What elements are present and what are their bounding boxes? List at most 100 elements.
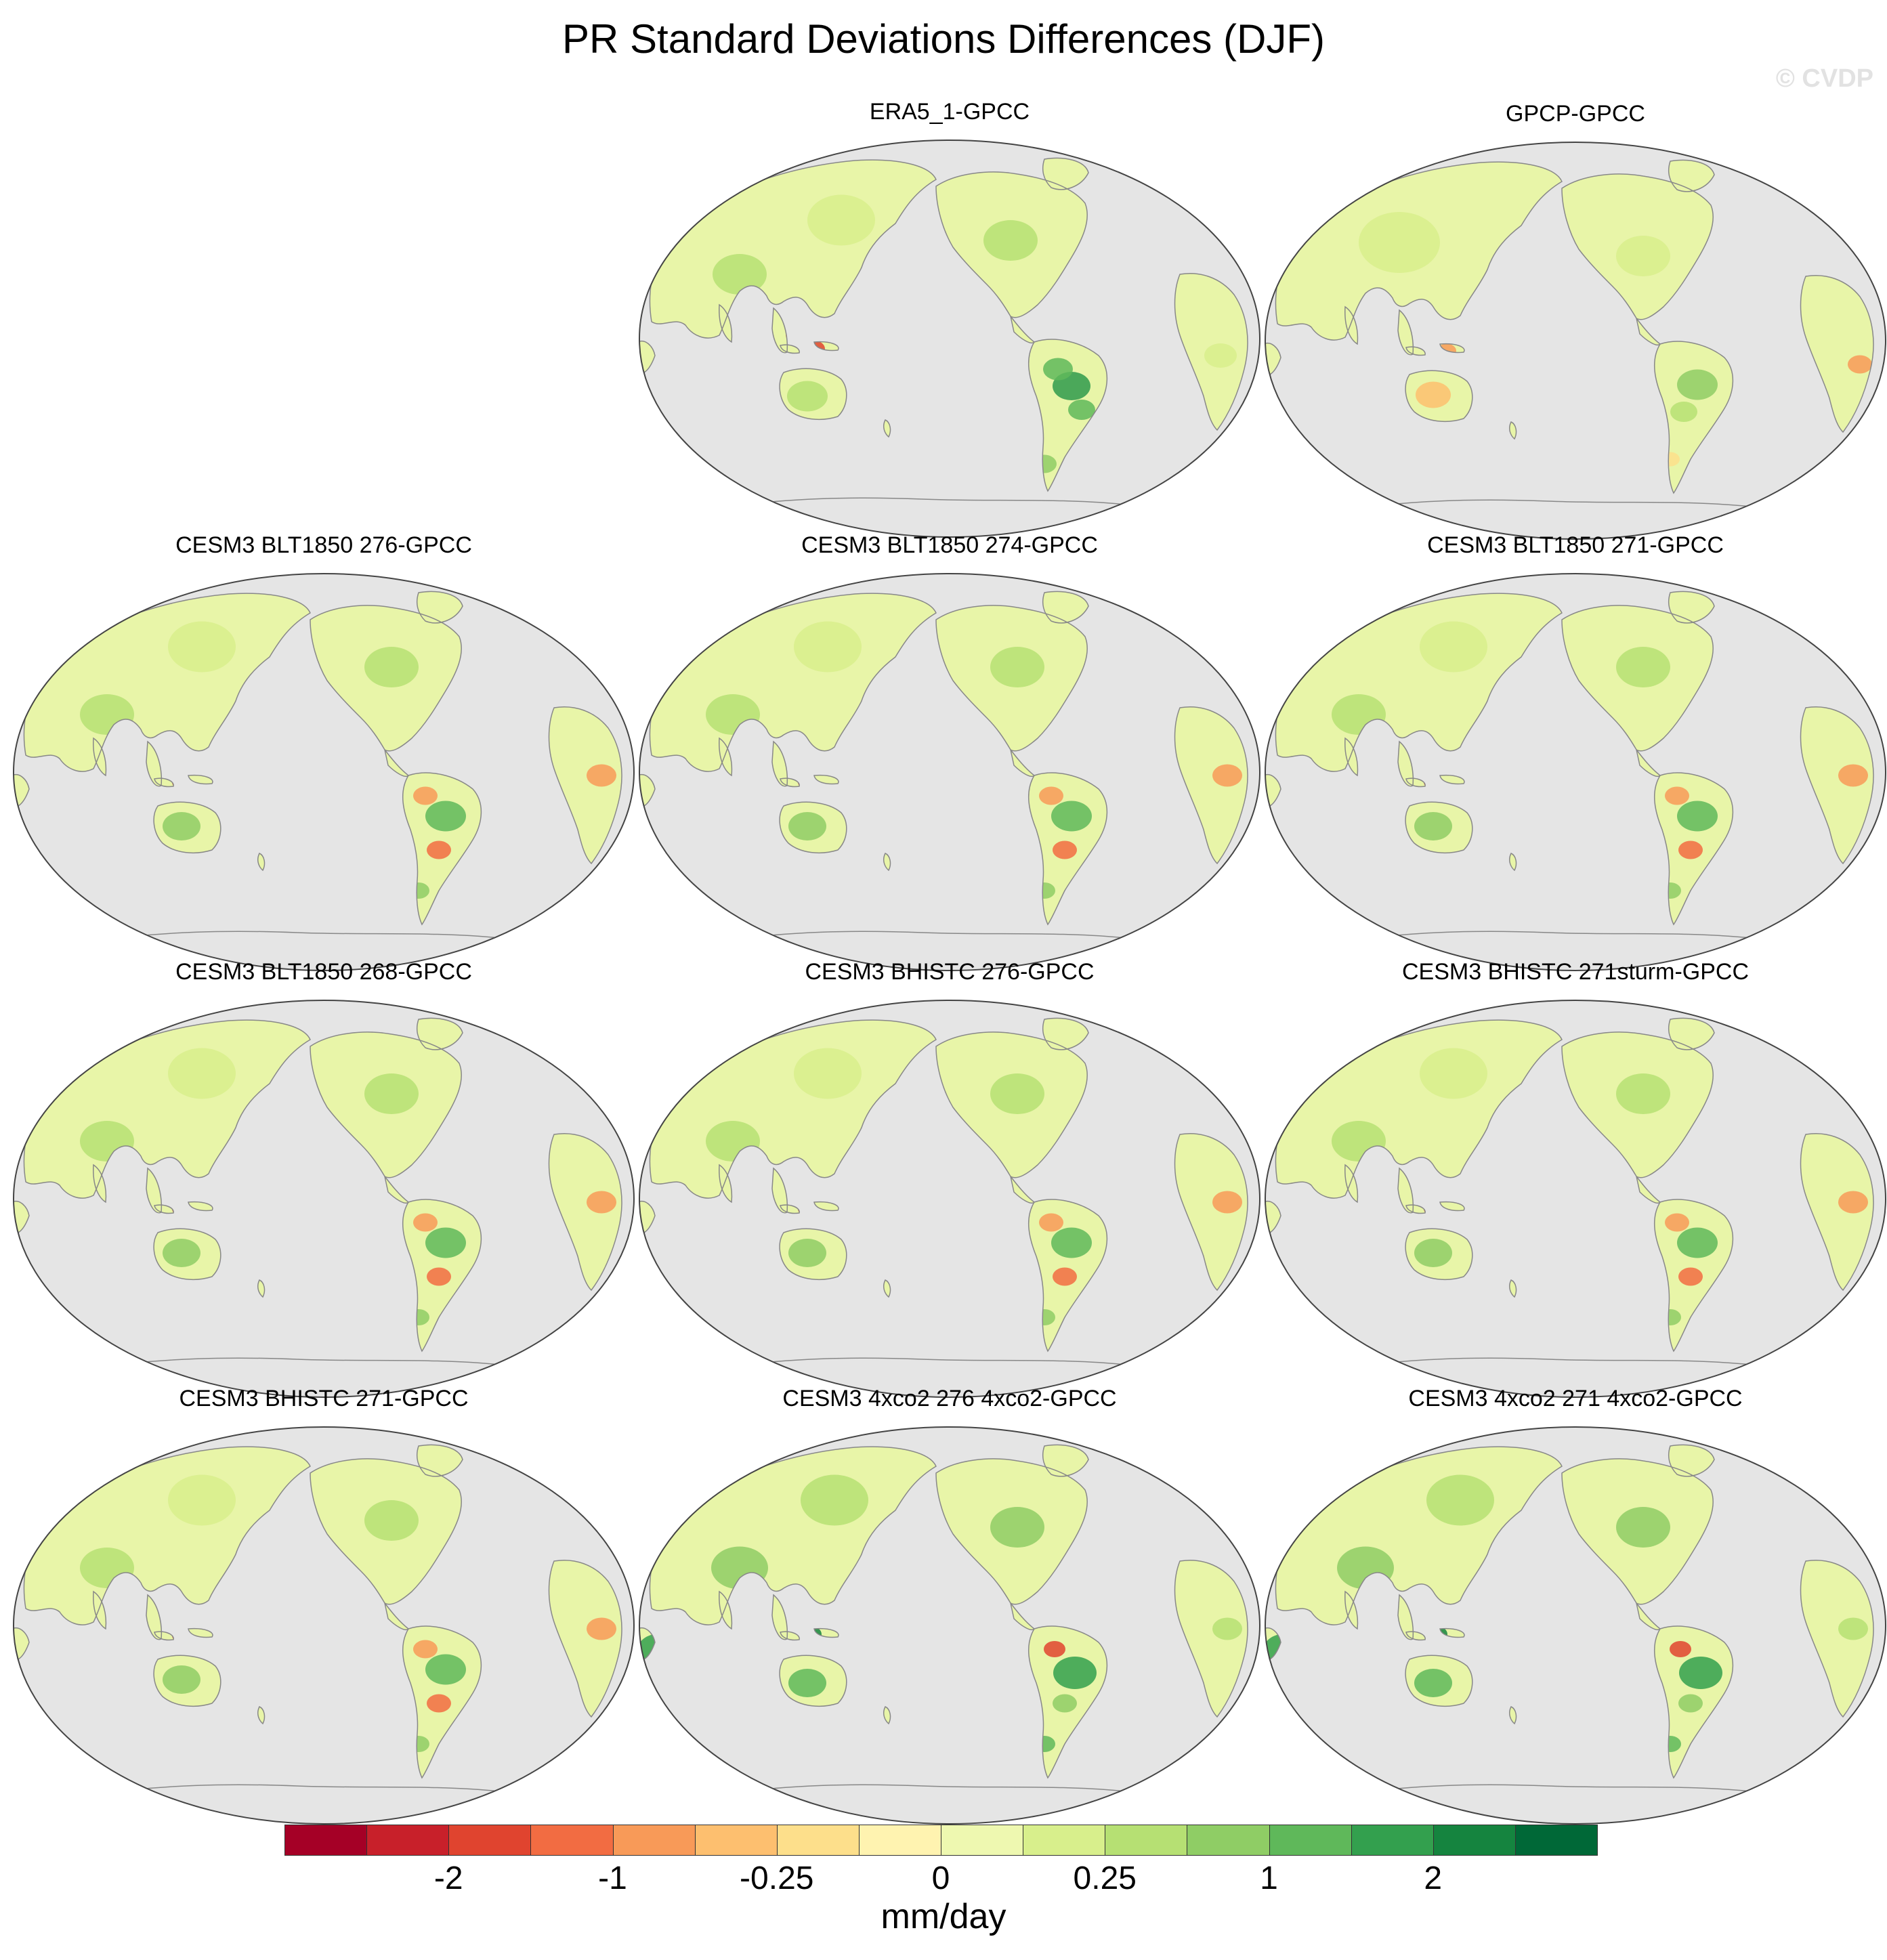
anomaly-patch xyxy=(587,1191,616,1214)
coastline xyxy=(154,1631,174,1641)
coastline xyxy=(1275,1019,1563,1199)
anomaly-patch xyxy=(1678,1267,1703,1286)
coastline xyxy=(1561,1458,1714,1605)
map-panel: CESM3 BHISTC 276-GPCC xyxy=(638,958,1261,1398)
coastline xyxy=(1027,339,1108,492)
coastline xyxy=(548,1560,622,1718)
colorbar-box xyxy=(858,1825,941,1856)
world-map xyxy=(639,140,1260,538)
coastline xyxy=(1027,1625,1108,1779)
colorbar-box xyxy=(284,1825,368,1856)
land-area xyxy=(1398,742,1414,786)
land-area xyxy=(1668,1445,1714,1476)
map-border xyxy=(639,1426,1260,1825)
colorbar-box xyxy=(1023,1825,1106,1856)
land-area xyxy=(93,1592,106,1629)
land-area xyxy=(146,1595,162,1640)
anomaly-patch xyxy=(983,220,1038,261)
map-panel: CESM3 BLT1850 276-GPCC xyxy=(12,532,635,971)
anomaly-patch xyxy=(1677,1227,1718,1258)
colorbar-tick-label: 0.25 xyxy=(1073,1860,1137,1896)
land-area xyxy=(1800,1133,1873,1290)
colorbar-box xyxy=(530,1825,614,1856)
coastline xyxy=(1561,1031,1714,1178)
anomaly-patch xyxy=(1212,764,1242,787)
anomaly-patch xyxy=(1679,1657,1722,1689)
anomaly-patch xyxy=(1416,381,1451,408)
anomaly-patch xyxy=(364,647,419,687)
land-area xyxy=(1800,706,1873,864)
land-area xyxy=(549,706,622,864)
coastline xyxy=(154,777,174,788)
coastline xyxy=(188,1627,213,1638)
world-map xyxy=(13,1426,635,1825)
coastline xyxy=(883,853,891,872)
land-area xyxy=(719,305,732,342)
anomaly-patch xyxy=(1414,1669,1452,1697)
map-border xyxy=(1265,1426,1886,1825)
land-area xyxy=(1344,738,1358,775)
coastline xyxy=(780,1204,800,1214)
coastline xyxy=(1800,275,1874,433)
anomaly-patch xyxy=(1426,1474,1494,1526)
world-map xyxy=(1265,573,1886,971)
coastline xyxy=(1344,737,1359,777)
land-area xyxy=(1042,158,1088,190)
coastline xyxy=(402,772,482,926)
land-area xyxy=(1800,275,1873,432)
land-area xyxy=(146,1168,162,1213)
map-border xyxy=(1265,1000,1886,1398)
land-area xyxy=(1042,591,1088,623)
world-map xyxy=(639,1426,1260,1825)
coastline xyxy=(1405,1228,1473,1281)
coastline xyxy=(23,1019,311,1199)
coastline xyxy=(935,605,1088,752)
coastline xyxy=(93,737,107,777)
coastline xyxy=(1027,772,1108,926)
coastline xyxy=(1042,1017,1089,1050)
coastline xyxy=(1800,706,1874,865)
coastline xyxy=(779,368,847,421)
anomaly-patch xyxy=(1068,400,1095,420)
anomaly-patch xyxy=(1051,801,1092,832)
colorbar-box xyxy=(366,1825,450,1856)
coastline xyxy=(780,1631,800,1641)
map-panel: CESM3 4xco2 276 4xco2-GPCC xyxy=(638,1385,1261,1825)
land-area xyxy=(1668,1018,1714,1050)
coastline xyxy=(548,706,622,865)
anomaly-patch xyxy=(1053,1267,1077,1286)
anomaly-patch xyxy=(990,1073,1044,1114)
land-area xyxy=(1174,706,1248,864)
coastline xyxy=(1509,421,1517,440)
coastline xyxy=(188,1201,213,1212)
coastline xyxy=(257,1706,266,1725)
anomaly-patch xyxy=(1616,1507,1670,1548)
coastline xyxy=(153,1228,221,1281)
coastline xyxy=(1561,605,1714,752)
land-area xyxy=(93,1165,106,1202)
map-panel: CESM3 BLT1850 274-GPCC xyxy=(638,532,1261,971)
coastline xyxy=(1174,1560,1248,1718)
map-panel: GPCP-GPCC xyxy=(1264,100,1887,540)
coastline xyxy=(1174,1133,1248,1292)
watermark: © CVDP xyxy=(1775,64,1873,93)
land-area xyxy=(719,1592,732,1629)
land-area xyxy=(1800,1560,1873,1717)
land-area xyxy=(1398,1168,1414,1213)
map-border xyxy=(639,140,1260,538)
anomaly-patch xyxy=(1665,786,1689,805)
coastline xyxy=(1042,1444,1089,1477)
coastline xyxy=(417,591,463,624)
anomaly-patch xyxy=(413,786,438,805)
coastline xyxy=(780,777,800,788)
anomaly-patch xyxy=(1420,621,1487,673)
land-area xyxy=(417,1018,463,1050)
panel-title: CESM3 BHISTC 271-GPCC xyxy=(179,1386,469,1411)
colorbar xyxy=(284,1825,1598,1858)
anomaly-patch xyxy=(1039,786,1063,805)
panel-title: CESM3 BHISTC 271sturm-GPCC xyxy=(1402,959,1749,985)
anomaly-patch xyxy=(168,1474,236,1526)
coastline xyxy=(402,1199,482,1352)
map-border xyxy=(639,1000,1260,1398)
map-panel: CESM3 BLT1850 268-GPCC xyxy=(12,958,635,1398)
